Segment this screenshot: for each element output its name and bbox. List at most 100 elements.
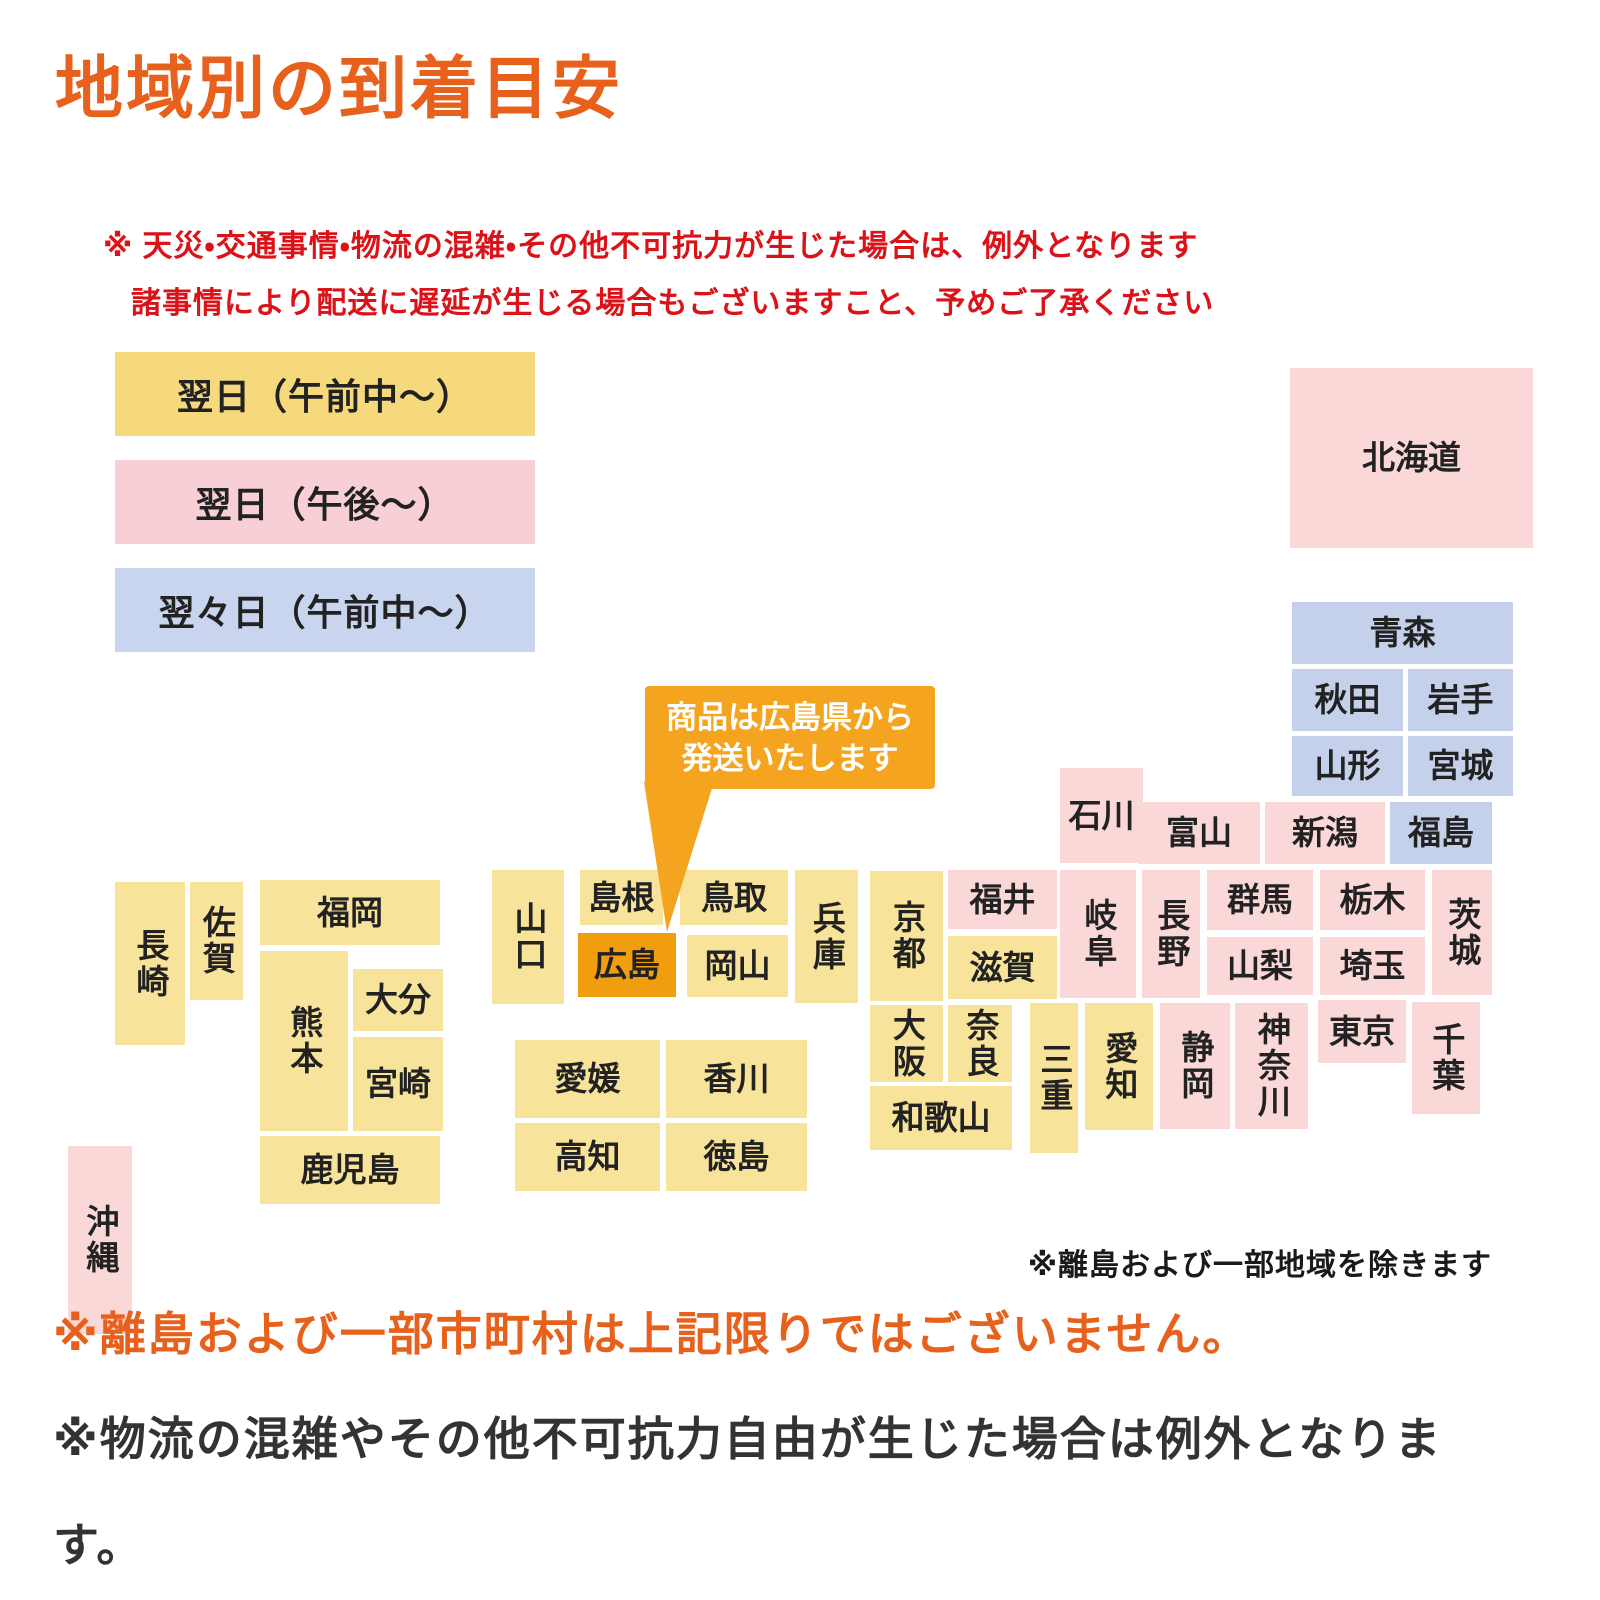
prefecture-label: 千葉: [1427, 1022, 1465, 1094]
map-block-fukuoka: 福岡: [260, 880, 440, 945]
prefecture-label: 富山: [1166, 814, 1232, 852]
disclaimer-line-1: ※ 天災・交通事情・物流の混雑・その他不可抗力が生じた場合は、例外となります: [103, 230, 1199, 263]
prefecture-label: 福井: [969, 880, 1036, 918]
map-block-miyagi: 宮城: [1408, 736, 1513, 796]
legend-label: 翌々日（午前中〜）: [158, 592, 492, 633]
map-block-hokkaido: 北海道: [1290, 368, 1533, 548]
disclaimer-note: ※ 天災・交通事情・物流の混雑・その他不可抗力が生じた場合は、例外となります 諸…: [103, 218, 1214, 332]
disclaimer-line-2: 諸事情により配送に遅延が生じる場合もございますこと、予めご了承ください: [131, 287, 1215, 320]
prefecture-label: 茨城: [1443, 896, 1481, 969]
prefecture-label: 愛知: [1100, 1030, 1138, 1103]
legend-item-next-day-afternoon: 翌日（午後〜）: [115, 460, 535, 544]
prefecture-label: 宮崎: [365, 1065, 431, 1103]
prefecture-label: 福島: [1408, 814, 1474, 852]
prefecture-label: 岡山: [704, 947, 771, 985]
map-block-nara: 奈良: [948, 1005, 1012, 1082]
prefecture-label: 静岡: [1176, 1030, 1214, 1102]
map-block-iwate: 岩手: [1408, 669, 1513, 731]
map-block-gunma: 群馬: [1207, 870, 1313, 930]
bottom-note-logistics: ※物流の混雑やその他不可抗力自由が生じた場合は例外となりま す。: [53, 1413, 1443, 1571]
map-block-kumamoto: 熊本: [260, 951, 348, 1131]
map-block-kochi: 高知: [515, 1123, 660, 1191]
map-block-gifu: 岐阜: [1060, 870, 1136, 998]
prefecture-label: 埼玉: [1339, 947, 1406, 985]
prefecture-label: 広島: [594, 946, 660, 984]
map-block-tochigi: 栃木: [1320, 870, 1425, 930]
prefecture-label: 長野: [1152, 898, 1190, 970]
ship-origin-callout: 商品は広島県から 発送いたします: [645, 686, 935, 789]
map-block-fukushima: 福島: [1390, 802, 1492, 864]
prefecture-label: 愛媛: [554, 1060, 621, 1098]
map-block-ehime: 愛媛: [515, 1040, 660, 1118]
prefecture-label: 大阪: [888, 1007, 926, 1080]
prefecture-label: 徳島: [703, 1138, 770, 1176]
prefecture-label: 兵庫: [808, 900, 846, 973]
prefecture-label: 三重: [1035, 1042, 1073, 1114]
map-block-okayama: 岡山: [687, 935, 788, 997]
prefecture-label: 奈良: [961, 1007, 999, 1080]
map-block-yamanashi: 山梨: [1207, 937, 1313, 995]
prefecture-label: 京都: [888, 900, 926, 972]
prefecture-label: 東京: [1329, 1012, 1395, 1050]
map-block-yamagata: 山形: [1292, 736, 1403, 796]
legend-label: 翌日（午前中〜）: [176, 376, 473, 417]
callout-tail-pointer: [644, 782, 714, 932]
callout-line-1: 商品は広島県から: [666, 699, 914, 735]
prefecture-label: 栃木: [1339, 881, 1406, 919]
map-block-fukui: 福井: [948, 870, 1057, 929]
map-block-nagano: 長野: [1142, 870, 1200, 998]
map-block-aomori: 青森: [1292, 602, 1513, 664]
prefecture-label: 長崎: [131, 927, 169, 1000]
map-block-okinawa: 沖縄: [68, 1146, 132, 1334]
map-block-tokushima: 徳島: [666, 1123, 807, 1191]
islands-excluded-note: ※離島および一部地域を除きます: [1027, 1249, 1492, 1282]
prefecture-label: 山形: [1314, 747, 1381, 785]
prefecture-label: 沖縄: [81, 1204, 119, 1276]
prefecture-label: 神奈川: [1253, 1012, 1291, 1120]
prefecture-label: 福岡: [317, 893, 383, 931]
prefecture-label: 青森: [1369, 614, 1436, 652]
prefecture-label: 鳥取: [701, 878, 767, 916]
map-block-ishikawa: 石川: [1060, 768, 1143, 863]
legend-label: 翌日（午後〜）: [195, 484, 455, 525]
prefecture-label: 宮城: [1427, 747, 1494, 785]
map-block-shiga: 滋賀: [948, 936, 1057, 999]
prefecture-label: 大分: [365, 981, 431, 1019]
prefecture-label: 秋田: [1314, 681, 1381, 719]
map-block-kyoto: 京都: [870, 871, 943, 1001]
prefecture-label: 新潟: [1292, 814, 1358, 852]
map-block-oita: 大分: [353, 969, 443, 1031]
map-block-kanagawa: 神奈川: [1235, 1003, 1308, 1129]
map-block-mie: 三重: [1030, 1003, 1078, 1153]
map-block-kagoshima: 鹿児島: [260, 1136, 440, 1204]
map-block-tokyo: 東京: [1318, 1000, 1406, 1063]
page-title: 地域別の到着目安: [55, 51, 624, 127]
bottom-note-islands: ※離島および一部市町村は上記限りではございません。: [53, 1308, 1251, 1360]
prefecture-label: 群馬: [1227, 881, 1293, 919]
map-block-hiroshima: 広島: [578, 933, 676, 997]
prefecture-label: 高知: [554, 1138, 621, 1176]
prefecture-label: 石川: [1068, 796, 1135, 834]
map-block-wakayama: 和歌山: [870, 1086, 1012, 1150]
prefecture-label: 岐阜: [1079, 898, 1117, 970]
map-block-shimane: 島根: [580, 870, 663, 925]
prefecture-label: 香川: [703, 1060, 770, 1098]
map-block-toyama: 富山: [1138, 802, 1260, 864]
legend-item-next-day-morning: 翌日（午前中〜）: [115, 352, 535, 436]
map-block-saga: 佐賀: [190, 882, 243, 1000]
prefecture-label: 北海道: [1362, 439, 1461, 477]
prefecture-label: 山梨: [1227, 947, 1293, 985]
map-block-saitama: 埼玉: [1320, 937, 1425, 995]
legend-item-two-days-after-morning: 翌々日（午前中〜）: [115, 568, 535, 652]
map-block-niigata: 新潟: [1265, 802, 1385, 864]
map-block-hyogo: 兵庫: [795, 870, 858, 1003]
map-block-yamaguchi: 山口: [492, 870, 564, 1004]
prefecture-label: 佐賀: [198, 905, 236, 977]
map-block-kagawa: 香川: [666, 1040, 807, 1118]
prefecture-label: 島根: [588, 878, 655, 916]
prefecture-label: 山口: [509, 901, 547, 973]
prefecture-label: 滋賀: [969, 948, 1036, 986]
map-block-osaka: 大阪: [870, 1005, 943, 1082]
